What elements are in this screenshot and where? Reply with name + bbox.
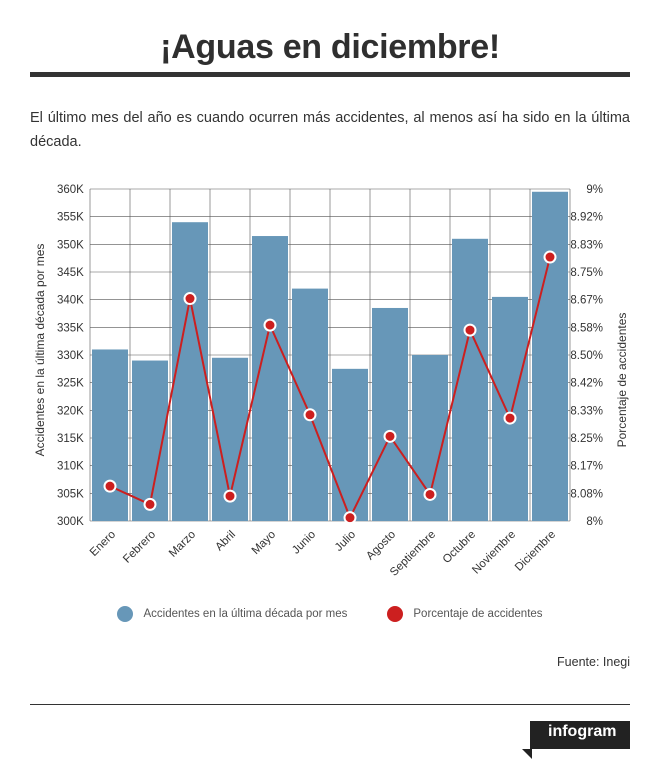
right-tick-label: 8.67% — [570, 295, 603, 307]
right-tick-label: 8.75% — [570, 267, 603, 279]
right-tick-label: 8.83% — [570, 239, 603, 251]
right-tick-label: 8.08% — [570, 488, 603, 500]
right-tick-label: 8.42% — [570, 378, 603, 390]
left-tick-label: 325K — [57, 378, 84, 390]
left-tick-label: 350K — [57, 239, 84, 251]
legend-swatch-bars — [117, 606, 134, 622]
right-tick-label: 8.17% — [570, 461, 603, 473]
x-tick-label: Octubre — [441, 529, 478, 566]
right-axis-label: Porcentaje de accidentes — [615, 313, 629, 448]
line-series — [103, 250, 557, 525]
right-tick-label: 8.58% — [570, 322, 603, 334]
left-tick-label: 320K — [57, 405, 84, 417]
footer-divider — [30, 704, 630, 705]
line-point[interactable] — [463, 323, 477, 337]
right-tick-label: 8.25% — [570, 433, 603, 445]
bar[interactable] — [492, 296, 528, 521]
bar[interactable] — [92, 349, 128, 521]
line-point[interactable] — [223, 489, 237, 503]
x-tick-label: Julio — [333, 529, 358, 554]
line-point[interactable] — [503, 411, 517, 425]
x-tick-label: Febrero — [121, 529, 158, 566]
x-tick-label: Agosto — [364, 529, 398, 563]
left-tick-label: 345K — [57, 267, 84, 279]
x-tick-label: Diciembre — [513, 529, 558, 574]
bar[interactable] — [372, 307, 408, 521]
x-tick-label: Mayo — [250, 529, 278, 557]
right-tick-label: 8.50% — [570, 350, 603, 362]
left-tick-label: 300K — [57, 516, 84, 528]
x-tick-label: Enero — [88, 529, 118, 559]
left-axis-label: Accidentes en la última década por mes — [33, 244, 47, 457]
right-tick-label: 9% — [586, 184, 603, 196]
left-tick-label: 335K — [57, 322, 84, 334]
x-tick-label: Junio — [290, 529, 318, 557]
line-point[interactable] — [263, 318, 277, 332]
x-axis-ticks: Enero Febrero Marzo Abril Mayo Junio Julio Agos… — [88, 529, 558, 579]
infogram-logo-text: infogram — [548, 723, 617, 740]
line-point[interactable] — [423, 487, 437, 501]
x-tick-label: Noviembre — [470, 529, 518, 577]
chart-legend: Accidentes en la última década por mes P… — [0, 606, 660, 622]
legend-label-bars: Accidentes en la última década por mes — [143, 608, 348, 620]
line-point[interactable] — [383, 429, 397, 443]
left-tick-label: 305K — [57, 488, 84, 500]
legend-label-line: Porcentaje de accidentes — [413, 608, 543, 620]
line-point[interactable] — [343, 511, 357, 525]
right-tick-label: 8% — [586, 516, 603, 528]
left-axis-ticks: 300K 305K 310K 315K 320K 325K 330K 335K 340K 345K… — [57, 184, 84, 528]
left-tick-label: 315K — [57, 433, 84, 445]
legend-swatch-line — [387, 606, 404, 622]
right-tick-label: 8.33% — [570, 405, 603, 417]
line-point[interactable] — [103, 479, 117, 493]
chart-grid — [89, 188, 571, 522]
chart-title: ¡Aguas en diciembre! — [160, 28, 500, 66]
legend-item-line[interactable]: Porcentaje de accidentes — [387, 606, 543, 622]
bar[interactable] — [292, 288, 328, 521]
right-tick-label: 8.92% — [570, 212, 603, 224]
title-divider — [30, 72, 630, 77]
line-point[interactable] — [143, 497, 157, 511]
line-point[interactable] — [183, 292, 197, 306]
right-axis-ticks: 8% 8.08% 8.17% 8.25% 8.33% 8.42% 8.50% 8.58% 8.6… — [570, 184, 603, 528]
source-note: Fuente: Inegi — [557, 655, 630, 669]
x-tick-label: Abril — [213, 529, 238, 554]
bar[interactable] — [332, 368, 368, 521]
left-tick-label: 310K — [57, 461, 84, 473]
chart-subtitle: El último mes del año es cuando ocurren … — [30, 110, 630, 150]
left-tick-label: 355K — [57, 212, 84, 224]
line-path — [109, 256, 551, 521]
left-tick-label: 340K — [57, 295, 84, 307]
left-tick-label: 330K — [57, 350, 84, 362]
line-point[interactable] — [303, 408, 317, 422]
line-point[interactable] — [543, 250, 557, 264]
combo-chart: 300K 305K 310K 315K 320K 325K 330K 335K 340K 345K… — [33, 184, 629, 579]
legend-item-bars[interactable]: Accidentes en la última década por mes — [117, 606, 347, 622]
bar[interactable] — [532, 191, 568, 521]
bar[interactable] — [172, 222, 208, 521]
x-tick-label: Marzo — [167, 529, 198, 560]
infogram-logo[interactable] — [522, 721, 630, 759]
left-tick-label: 360K — [57, 184, 84, 196]
